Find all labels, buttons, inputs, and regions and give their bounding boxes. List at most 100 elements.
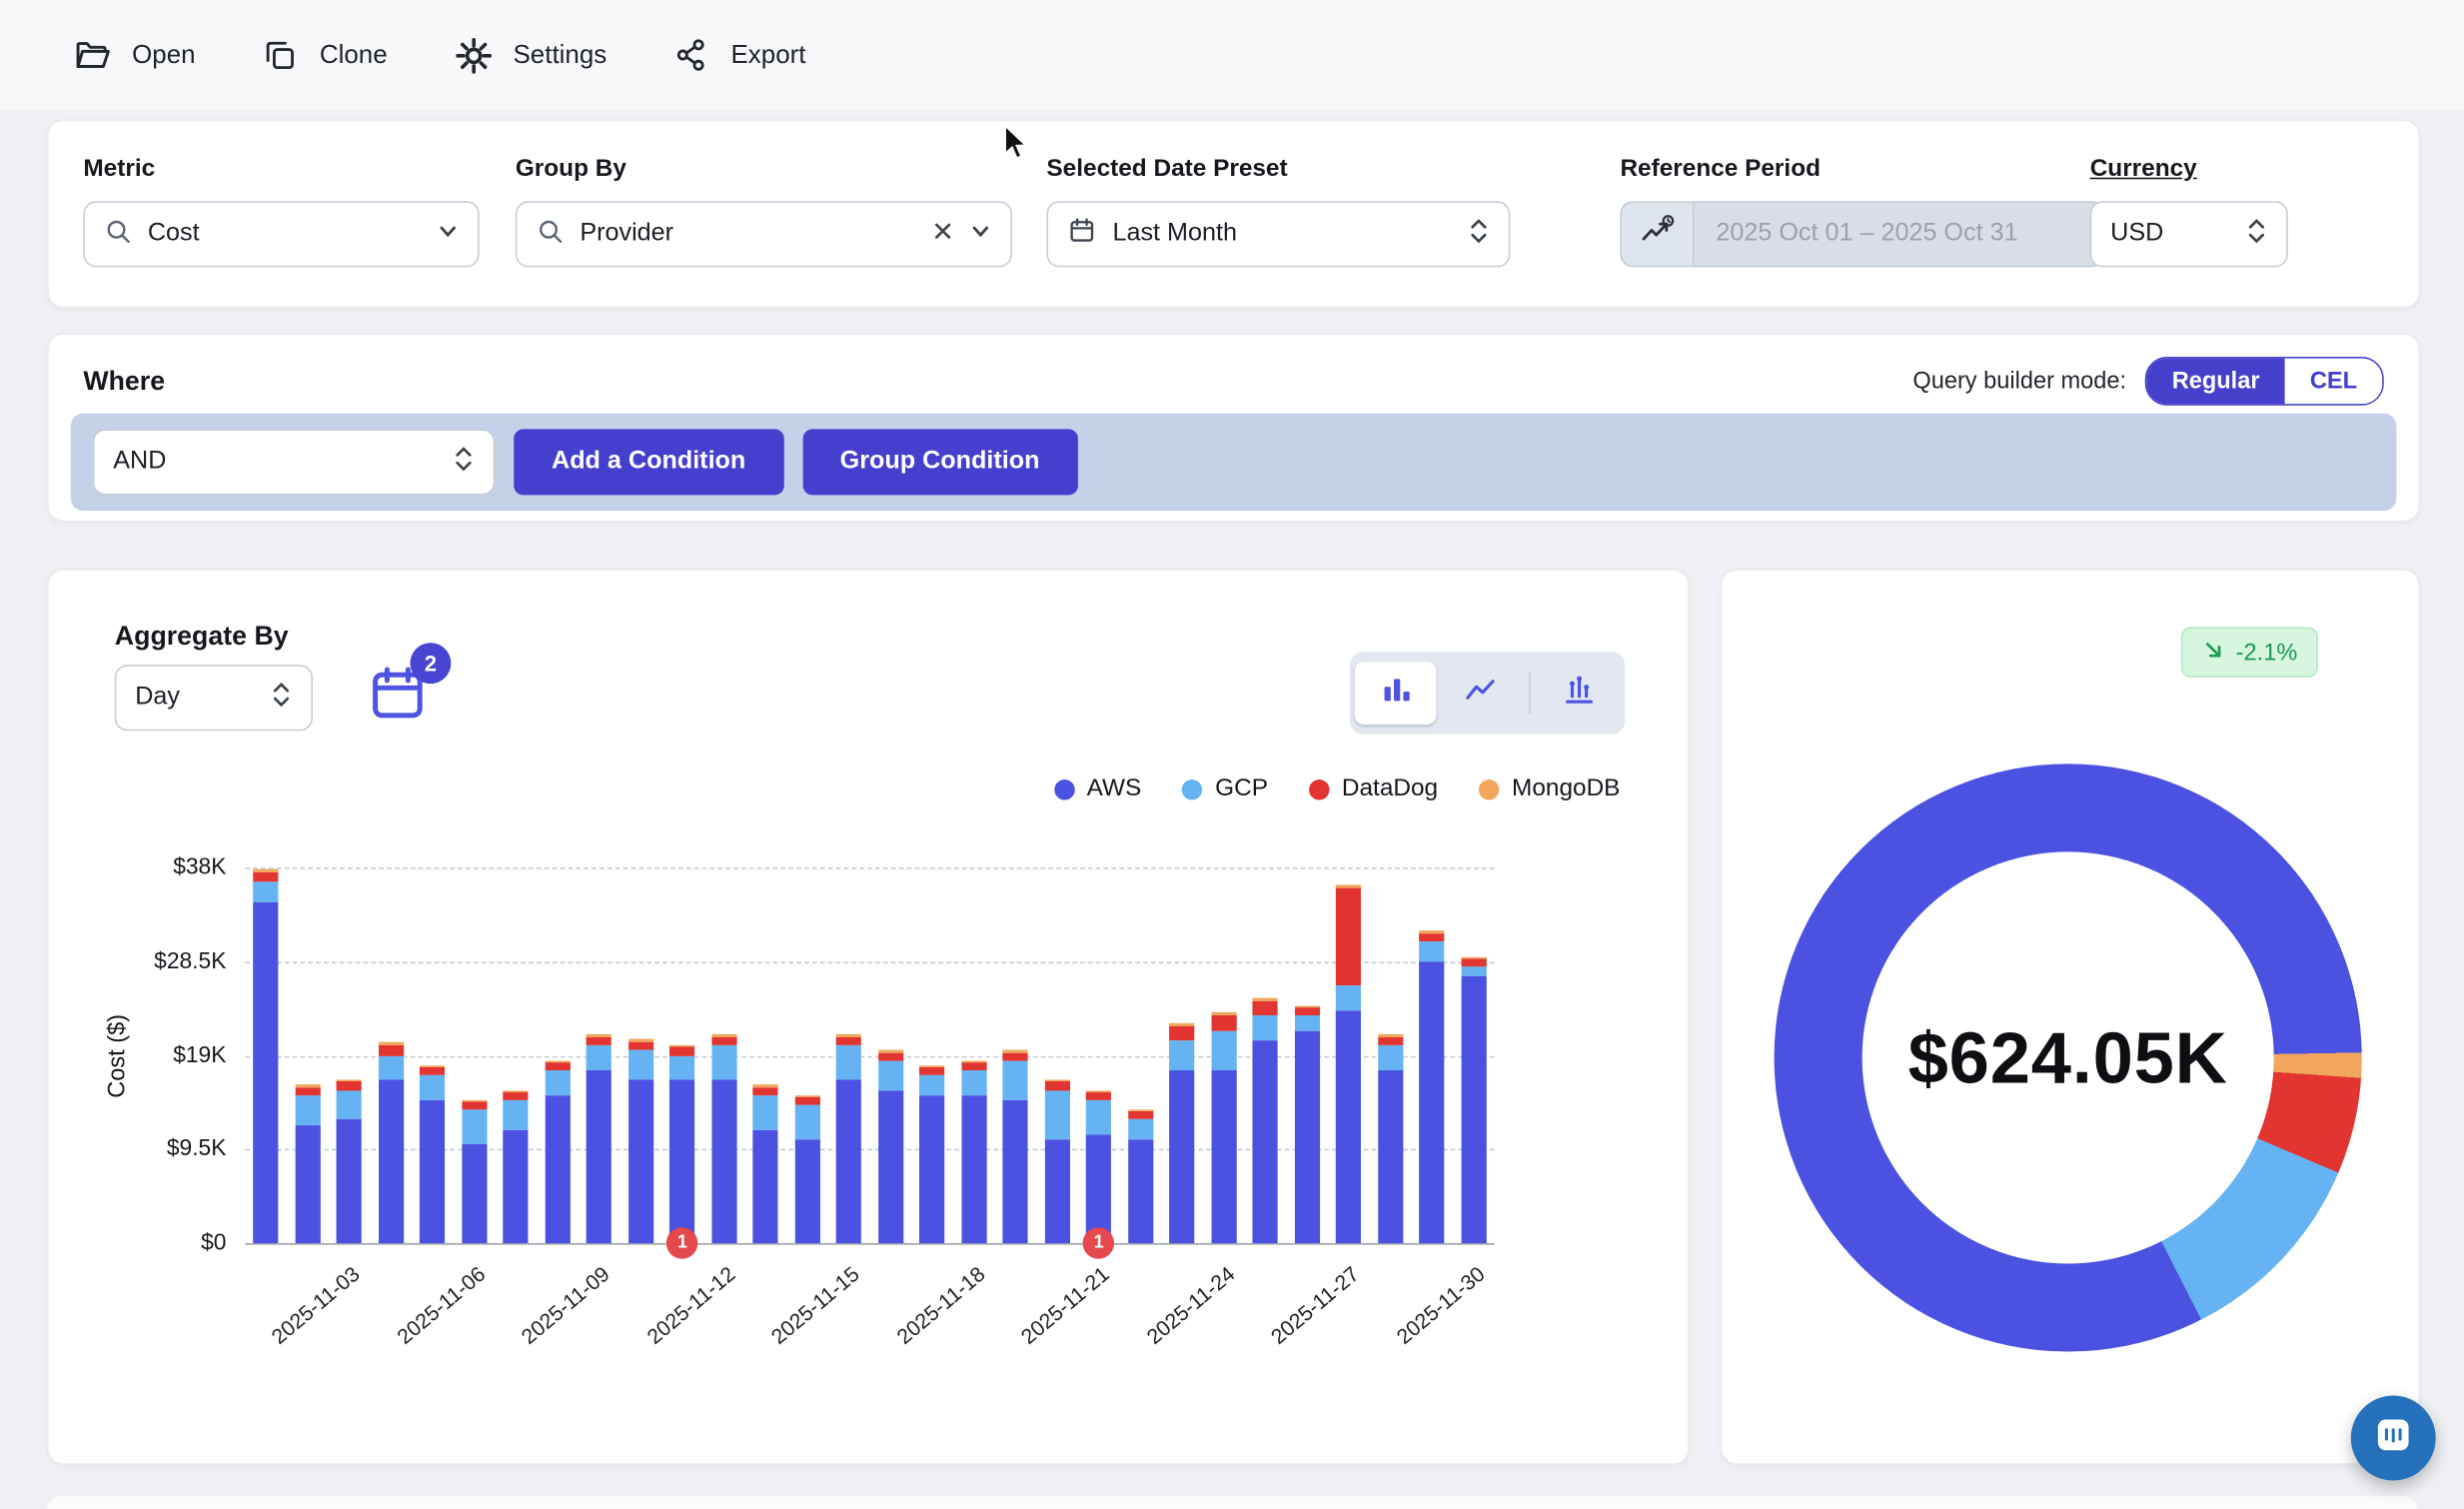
bar-segment[interactable] <box>919 1066 945 1075</box>
histogram-view-button[interactable] <box>1539 662 1621 725</box>
bar-segment[interactable] <box>1211 1069 1237 1244</box>
bar-segment[interactable] <box>1086 1091 1112 1100</box>
bar-segment[interactable] <box>1127 1109 1153 1112</box>
bar-segment[interactable] <box>627 1050 653 1080</box>
bar-segment[interactable] <box>1419 961 1445 1244</box>
bar-segment[interactable] <box>1211 1030 1237 1070</box>
bar-segment[interactable] <box>1252 1040 1279 1244</box>
bar-segment[interactable] <box>1169 1069 1195 1244</box>
bar-segment[interactable] <box>1211 1015 1237 1031</box>
clear-icon[interactable] <box>932 219 954 249</box>
legend-item[interactable]: GCP <box>1182 774 1268 802</box>
bar-segment[interactable] <box>752 1084 778 1087</box>
bar-segment[interactable] <box>1294 1005 1320 1008</box>
bar-segment[interactable] <box>794 1096 820 1105</box>
chat-widget-button[interactable] <box>2350 1395 2436 1481</box>
bar-segment[interactable] <box>1336 985 1362 1011</box>
bar-segment[interactable] <box>1127 1119 1153 1140</box>
mode-regular[interactable]: Regular <box>2146 358 2285 405</box>
bar-segment[interactable] <box>1419 930 1445 934</box>
open-button[interactable]: Open <box>72 35 196 74</box>
bar-segment[interactable] <box>1377 1034 1404 1038</box>
bar-segment[interactable] <box>587 1034 613 1038</box>
bar-segment[interactable] <box>378 1045 404 1056</box>
bar-segment[interactable] <box>1002 1060 1028 1100</box>
bar-segment[interactable] <box>752 1094 778 1130</box>
bar-segment[interactable] <box>669 1055 695 1080</box>
date-preset-select[interactable]: Last Month <box>1046 201 1511 268</box>
bar-segment[interactable] <box>1002 1050 1028 1053</box>
bar-segment[interactable] <box>253 872 279 882</box>
bar-segment[interactable] <box>1377 1037 1404 1046</box>
add-condition-button[interactable]: Add a Condition <box>514 429 784 496</box>
bar-segment[interactable] <box>877 1060 903 1090</box>
bar-segment[interactable] <box>503 1091 529 1100</box>
bar-segment[interactable] <box>836 1037 862 1046</box>
bar-segment[interactable] <box>627 1079 653 1244</box>
bar-segment[interactable] <box>877 1050 903 1053</box>
bar-view-button[interactable] <box>1354 662 1437 726</box>
bar-segment[interactable] <box>794 1104 820 1140</box>
bar-segment[interactable] <box>1044 1079 1070 1082</box>
bar-segment[interactable] <box>961 1094 987 1244</box>
bar-segment[interactable] <box>378 1055 404 1080</box>
bar-segment[interactable] <box>545 1060 571 1063</box>
bar-segment[interactable] <box>669 1047 695 1056</box>
reference-trend-button[interactable] <box>1620 201 1693 268</box>
bar-segment[interactable] <box>1419 941 1445 962</box>
bar-segment[interactable] <box>295 1094 321 1125</box>
bar-segment[interactable] <box>587 1037 613 1046</box>
reference-period-input[interactable]: 2025 Oct 01 – 2025 Oct 31 <box>1692 201 2104 268</box>
bar-segment[interactable] <box>961 1069 987 1095</box>
bar-segment[interactable] <box>961 1060 987 1063</box>
currency-select[interactable]: USD <box>2089 201 2288 268</box>
bar-segment[interactable] <box>1127 1139 1153 1244</box>
bar-segment[interactable] <box>919 1074 945 1095</box>
bar-segment[interactable] <box>1044 1139 1070 1244</box>
bar-segment[interactable] <box>1044 1081 1070 1090</box>
bar-segment[interactable] <box>1169 1040 1195 1070</box>
legend-item[interactable]: MongoDB <box>1479 774 1620 802</box>
aggregate-select[interactable]: Day <box>114 665 313 732</box>
operator-select[interactable]: AND <box>92 429 496 496</box>
bar-segment[interactable] <box>877 1089 903 1244</box>
metric-select[interactable]: Cost <box>83 201 480 268</box>
bar-segment[interactable] <box>253 881 279 902</box>
comparison-calendar-button[interactable]: 2 <box>366 643 452 734</box>
bar-segment[interactable] <box>295 1084 321 1087</box>
bar-segment[interactable] <box>336 1079 363 1082</box>
bar-segment[interactable] <box>587 1045 613 1070</box>
bar-segment[interactable] <box>1294 1015 1320 1031</box>
bar-segment[interactable] <box>1252 1000 1279 1016</box>
bar-segment[interactable] <box>711 1079 737 1244</box>
bar-segment[interactable] <box>420 1099 446 1244</box>
bar-segment[interactable] <box>711 1045 737 1080</box>
bar-segment[interactable] <box>420 1066 446 1075</box>
bar-segment[interactable] <box>420 1074 446 1100</box>
bar-segment[interactable] <box>836 1034 862 1038</box>
annotation-badge[interactable]: 1 <box>666 1227 698 1259</box>
bar-segment[interactable] <box>336 1089 363 1120</box>
bar-segment[interactable] <box>877 1052 903 1061</box>
clone-button[interactable]: Clone <box>262 36 388 74</box>
bar-segment[interactable] <box>503 1099 529 1130</box>
bar-segment[interactable] <box>1336 883 1362 887</box>
bar-segment[interactable] <box>461 1099 488 1102</box>
annotation-badge[interactable]: 1 <box>1082 1227 1115 1259</box>
bar-segment[interactable] <box>1086 1089 1112 1092</box>
bar-segment[interactable] <box>503 1129 529 1244</box>
legend-item[interactable]: AWS <box>1053 774 1141 802</box>
bar-segment[interactable] <box>919 1094 945 1244</box>
bar-segment[interactable] <box>627 1039 653 1043</box>
bar-segment[interactable] <box>669 1045 695 1048</box>
group-by-select[interactable]: Provider <box>515 201 1012 268</box>
bar-segment[interactable] <box>1461 966 1487 976</box>
bar-segment[interactable] <box>503 1089 529 1092</box>
mode-cel[interactable]: CEL <box>2284 358 2383 405</box>
bar-segment[interactable] <box>420 1064 446 1067</box>
bar-segment[interactable] <box>1461 958 1487 967</box>
group-condition-button[interactable]: Group Condition <box>801 429 1078 496</box>
bar-segment[interactable] <box>1086 1134 1112 1244</box>
bar-segment[interactable] <box>1377 1069 1404 1244</box>
bar-segment[interactable] <box>1086 1099 1112 1135</box>
